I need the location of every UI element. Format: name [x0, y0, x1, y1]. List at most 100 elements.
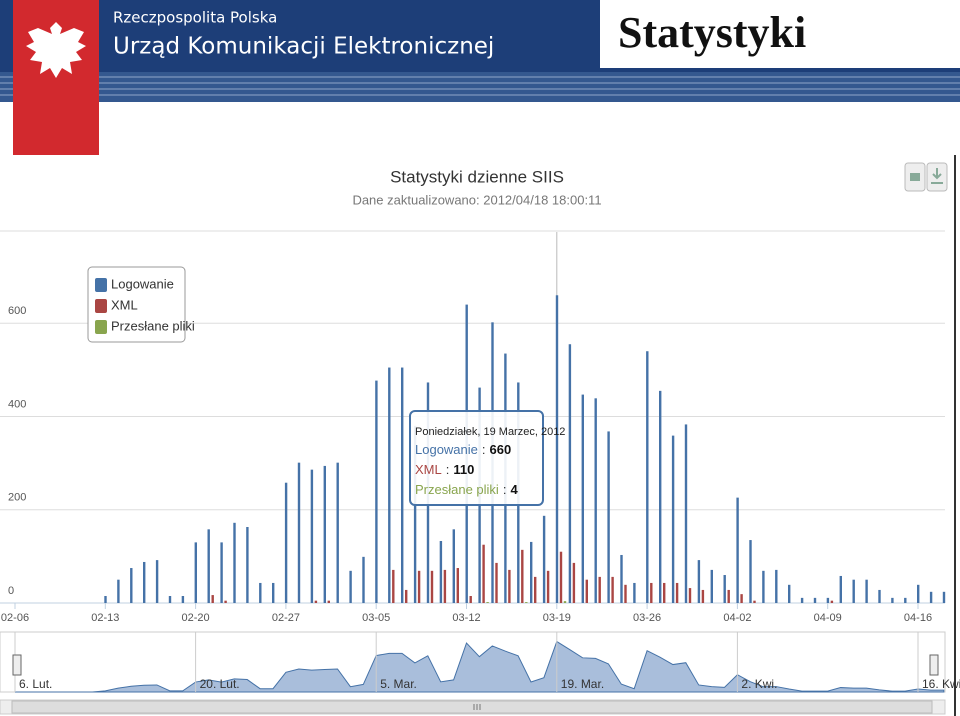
- chart-subtitle: Dane zaktualizowano: 2012/04/18 18:00:11: [352, 192, 601, 207]
- legend-label: Przesłane pliki: [111, 318, 195, 333]
- x-tick-label: 02-27: [272, 612, 300, 624]
- bar: [598, 576, 601, 603]
- bar: [456, 568, 459, 603]
- bar: [362, 556, 365, 603]
- tooltip-value: 4: [510, 482, 518, 497]
- tooltip-sep: :: [503, 482, 507, 497]
- bar: [830, 600, 834, 603]
- bar: [749, 540, 752, 603]
- chart-title: Statystyki dzienne SIIS: [390, 167, 564, 186]
- bar: [607, 431, 610, 603]
- bar: [555, 295, 559, 603]
- bar: [563, 601, 567, 603]
- tooltip-series: Logowanie: [415, 442, 478, 457]
- bar: [559, 551, 563, 603]
- tooltip-title: Poniedziałek, 19 Marzec, 2012: [415, 426, 565, 438]
- bar: [753, 600, 756, 603]
- legend-label: Logowanie: [111, 276, 174, 291]
- tooltip-sep: :: [446, 462, 450, 477]
- bar: [663, 582, 666, 603]
- navigator-handle[interactable]: [929, 654, 939, 676]
- tooltip-series: XML: [415, 462, 442, 477]
- bar: [568, 344, 572, 603]
- legend-swatch: [95, 278, 107, 292]
- bar: [104, 596, 107, 603]
- bar: [929, 591, 933, 603]
- eagle-emblem: [26, 22, 86, 78]
- legend: Logowanie XML Przesłane pliki: [87, 266, 195, 343]
- bar: [392, 569, 395, 603]
- bar: [659, 390, 662, 603]
- tooltip-value: 110: [453, 462, 474, 477]
- bar: [417, 570, 421, 603]
- bar: [482, 544, 485, 603]
- bar: [375, 380, 378, 603]
- navigator-label: 19. Mar.: [561, 677, 604, 691]
- y-tick-label: 600: [8, 305, 26, 317]
- bar: [865, 579, 868, 603]
- bar: [878, 589, 881, 603]
- bar: [826, 597, 830, 603]
- x-tick-label: 03-05: [362, 612, 390, 624]
- tooltip-row: Logowanie:660: [415, 442, 511, 457]
- bar: [775, 569, 778, 603]
- header-line1: Rzeczpospolita Polska: [113, 9, 277, 27]
- bar: [323, 465, 326, 603]
- x-tick-label: 03-26: [633, 612, 661, 624]
- bar: [272, 582, 275, 603]
- bar: [525, 602, 528, 603]
- bar: [800, 597, 804, 603]
- bar: [611, 576, 614, 603]
- bar: [917, 584, 920, 603]
- navigator-label: 5. Mar.: [380, 677, 417, 691]
- bar: [701, 589, 705, 603]
- bar: [259, 582, 262, 603]
- export-icon: [931, 168, 943, 184]
- bar: [762, 570, 765, 603]
- bar: [813, 597, 817, 603]
- bar: [439, 540, 443, 603]
- bar: [430, 570, 434, 603]
- bar: [620, 554, 623, 603]
- bar: [194, 542, 197, 603]
- bar: [684, 424, 688, 603]
- bar: [852, 579, 855, 603]
- x-tick-label: 04-02: [723, 612, 751, 624]
- section-title: Statystyki: [618, 8, 806, 57]
- tooltip-sep: :: [482, 442, 486, 457]
- bar: [891, 597, 894, 603]
- bar: [327, 600, 330, 603]
- scrollbar-thumb[interactable]: [11, 700, 933, 714]
- tooltip-box: [409, 410, 544, 506]
- tooltip-row: Przesłane pliki:4: [415, 482, 518, 497]
- navigator-label: 6. Lut.: [19, 677, 52, 691]
- bar: [495, 562, 498, 603]
- navigator-handle[interactable]: [12, 654, 22, 676]
- bar: [314, 600, 318, 603]
- bar: [675, 582, 679, 603]
- y-tick-label: 400: [8, 398, 26, 410]
- x-tick-label: 04-16: [904, 612, 932, 624]
- bar: [207, 529, 210, 603]
- bar: [542, 515, 546, 603]
- export-buttons[interactable]: [904, 162, 948, 192]
- navigator-label: 20. Lut.: [200, 677, 240, 691]
- x-tick-label: 03-12: [452, 612, 480, 624]
- bar: [349, 570, 352, 603]
- bar: [130, 568, 133, 603]
- bar: [942, 591, 946, 603]
- bar: [788, 584, 791, 603]
- bar: [117, 579, 120, 603]
- bar: [521, 549, 524, 603]
- navigator-label: 16. Kwi.: [922, 677, 960, 691]
- header-stripes: [0, 72, 960, 102]
- tooltip: Poniedziałek, 19 Marzec, 2012 Logowanie:6…: [409, 410, 565, 506]
- bar: [246, 527, 249, 603]
- bar: [723, 575, 726, 603]
- tooltip-row: XML:110: [415, 462, 474, 477]
- bar: [168, 596, 172, 603]
- bar: [839, 575, 842, 603]
- bar: [581, 394, 584, 603]
- bar: [594, 398, 597, 603]
